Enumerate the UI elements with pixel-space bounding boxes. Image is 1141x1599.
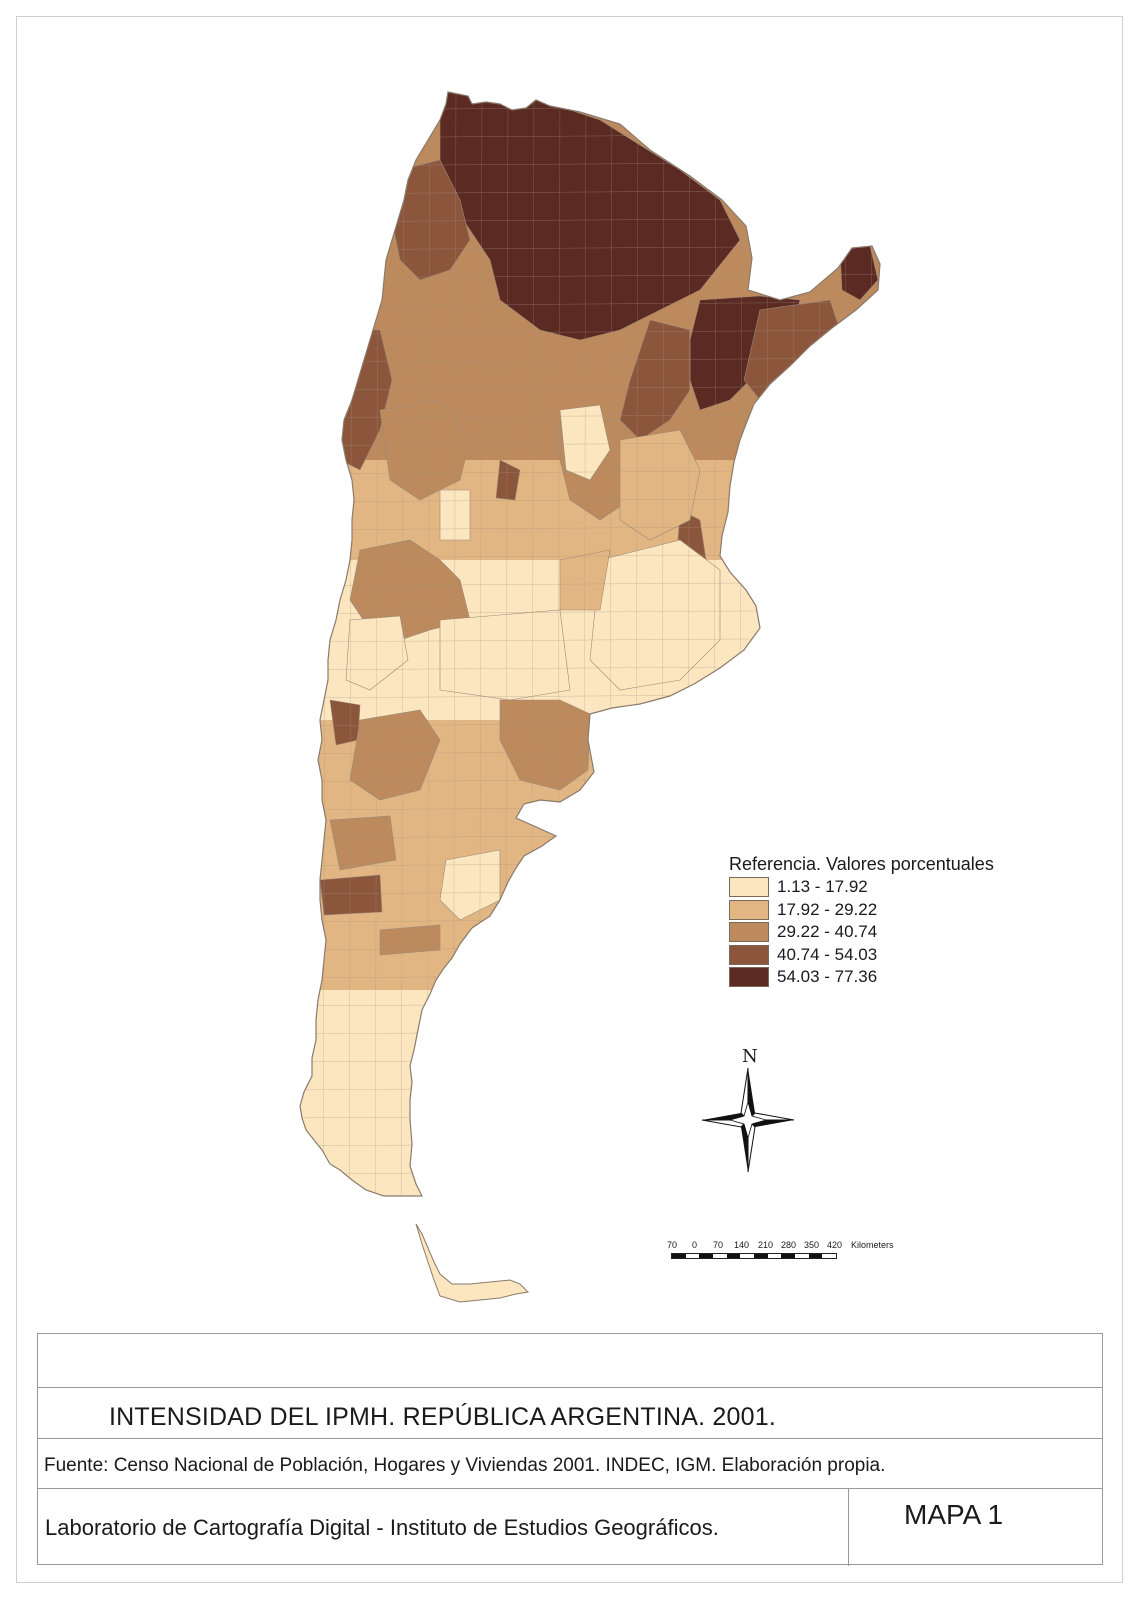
title-row: INTENSIDAD DEL IPMH. REPÚBLICA ARGENTINA… [38, 1388, 1102, 1439]
title-block-blank-row [38, 1334, 1102, 1388]
legend-item: 40.74 - 54.03 [729, 944, 994, 967]
map-region [439, 609, 571, 701]
map-region [300, 990, 880, 1196]
north-label: N [742, 1046, 758, 1067]
scale-tick-label: 350 [804, 1240, 820, 1250]
map-region [329, 815, 397, 871]
department-boundary [400, 92, 405, 1196]
page-frame [16, 16, 1123, 1583]
legend-swatch [729, 899, 769, 920]
department-boundary [790, 92, 795, 1196]
legend-label: 17.92 - 29.22 [777, 899, 878, 919]
map-region [379, 924, 441, 956]
map-legend: Referencia. Valores porcentuales 1.13 - … [729, 853, 994, 989]
scale-tick-label: 210 [758, 1240, 774, 1250]
map-region [619, 319, 691, 441]
legend-item: 54.03 - 77.36 [729, 966, 994, 989]
scale-tick-label: 420 [827, 1240, 843, 1250]
department-boundary [816, 92, 821, 1196]
country-outline [299, 91, 881, 1197]
legend-swatch [729, 944, 769, 965]
source-text: Fuente: Censo Nacional de Población, Hog… [44, 1455, 886, 1476]
scale-tick-label: 70 [713, 1240, 724, 1250]
scale-tick-label: 70 [667, 1240, 678, 1250]
department-boundary [300, 92, 301, 1196]
map-region [495, 459, 521, 501]
map-region [589, 539, 721, 691]
legend-label: 40.74 - 54.03 [777, 944, 878, 964]
legend-item: 17.92 - 29.22 [729, 899, 994, 922]
scale-tick-label: 280 [781, 1240, 797, 1250]
department-boundary [300, 329, 880, 335]
legend-label: 1.13 - 17.92 [777, 877, 868, 897]
legend-swatch [729, 967, 769, 988]
scale-bar-segments [671, 1253, 837, 1259]
source-row: Fuente: Censo Nacional de Población, Hog… [38, 1439, 1102, 1489]
map-number-cell: MAPA 1 [848, 1489, 1102, 1566]
scale-tick-label: 0 [692, 1240, 698, 1250]
map-number: MAPA 1 [904, 1499, 1004, 1530]
credits-row: Laboratorio de Cartografía Digital - Ins… [38, 1489, 1102, 1566]
legend-swatch [729, 877, 769, 898]
map-region [391, 159, 471, 281]
department-boundary [300, 105, 880, 111]
map-region [349, 709, 441, 801]
map-region [619, 429, 701, 541]
lab-credit: Laboratorio de Cartografía Digital - Ins… [45, 1515, 719, 1540]
scale-unit: Kilometers [851, 1240, 894, 1250]
title-block: INTENSIDAD DEL IPMH. REPÚBLICA ARGENTINA… [37, 1333, 1103, 1566]
legend-swatch [729, 922, 769, 943]
legend-item: 1.13 - 17.92 [729, 876, 994, 899]
scale-tick-label: 140 [734, 1240, 750, 1250]
map-title: INTENSIDAD DEL IPMH. REPÚBLICA ARGENTINA… [109, 1403, 776, 1431]
legend-item: 29.22 - 40.74 [729, 921, 994, 944]
north-arrow-icon [701, 1067, 795, 1173]
legend-title: Referencia. Valores porcentuales [729, 854, 994, 874]
tierra-del-fuego [415, 1223, 530, 1303]
department-boundary [764, 92, 769, 1196]
legend-label: 29.22 - 40.74 [777, 922, 878, 942]
legend-label: 54.03 - 77.36 [777, 967, 878, 987]
map-region [379, 399, 471, 501]
department-boundary [300, 301, 880, 307]
map-region [345, 615, 409, 691]
map-region [319, 874, 383, 916]
